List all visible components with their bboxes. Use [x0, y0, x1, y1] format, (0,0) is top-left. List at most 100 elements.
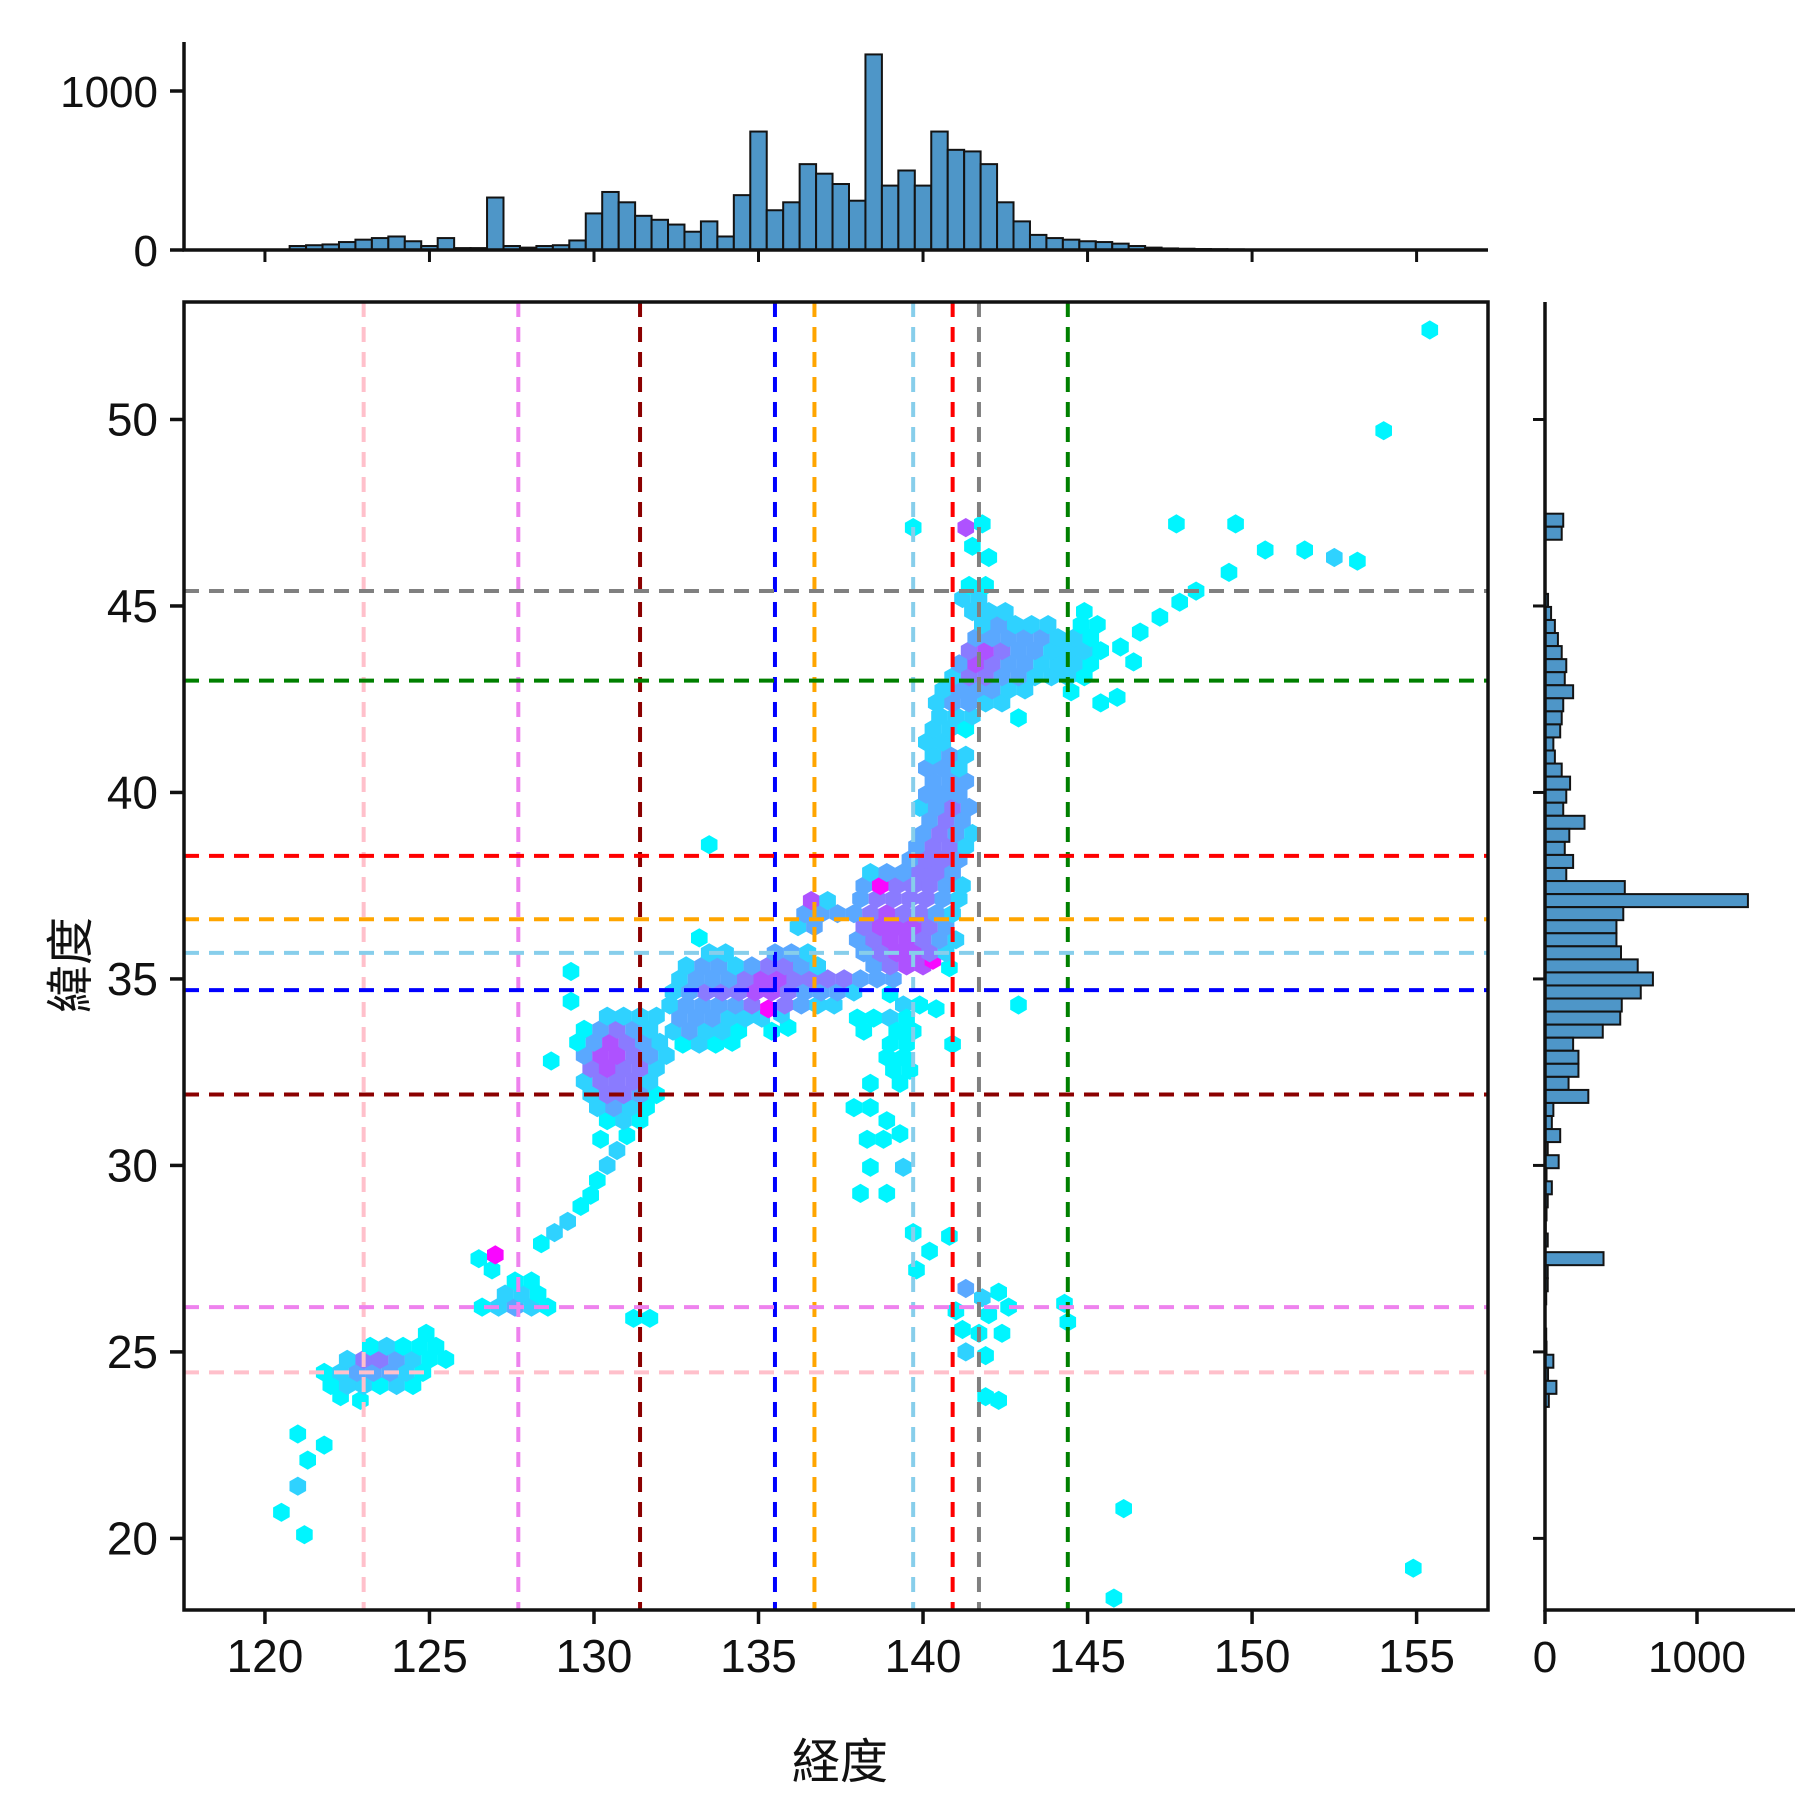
hex-cell — [559, 1211, 576, 1231]
right-hist-bar — [1544, 1088, 1590, 1104]
y-tick-label: 20 — [107, 1512, 158, 1564]
hex-cell — [1131, 622, 1149, 642]
hex-cell — [1056, 1293, 1073, 1313]
hex-cell — [1105, 1588, 1123, 1608]
hex-cell — [618, 1126, 636, 1146]
right-hist-bar — [1544, 1023, 1604, 1039]
hex-cell — [608, 1140, 626, 1161]
top-hist-bar — [634, 214, 653, 252]
hex-cell — [572, 1196, 590, 1216]
top-hist-bar — [699, 220, 719, 252]
y-tick-label: 40 — [107, 766, 158, 818]
hex-cell — [700, 835, 718, 855]
hex-cell — [895, 904, 912, 924]
right-hist-bar — [1544, 788, 1568, 804]
hex-cell — [895, 863, 912, 883]
hex-cell — [388, 1349, 405, 1369]
hex-cell — [964, 602, 981, 622]
hex-cell — [891, 1073, 909, 1093]
hex-cell — [918, 732, 935, 752]
right-hist-bar — [1544, 906, 1625, 922]
top-hist-bar — [716, 235, 735, 252]
top-hist-bar — [1028, 233, 1048, 252]
hex-cell — [921, 876, 938, 896]
top-hist-bar — [815, 172, 834, 251]
right-hist-bar — [1544, 945, 1622, 961]
right-hist-bar — [1544, 1036, 1575, 1052]
hex-cell — [361, 1336, 379, 1356]
hex-cell — [947, 1301, 965, 1321]
right-hist-bar — [1544, 762, 1563, 778]
hex-cell — [852, 1183, 869, 1203]
hex-cell — [648, 1058, 665, 1078]
hex-cell — [918, 758, 935, 778]
top-hist-bar — [765, 209, 785, 251]
hex-cell — [934, 732, 952, 752]
hex-cell — [1059, 1312, 1077, 1332]
hex-cell — [523, 1297, 540, 1317]
hex-cell — [691, 1034, 708, 1054]
right-hist-count-label: 1000 — [1648, 1633, 1746, 1682]
hex-cell — [641, 1045, 659, 1065]
hex-cell — [760, 956, 777, 976]
top-hist-bar — [486, 196, 505, 251]
hex-cell — [964, 823, 981, 844]
hex-cell — [878, 1047, 896, 1067]
hex-cell — [911, 995, 928, 1015]
x-axis-title: 経度 — [791, 1736, 888, 1789]
hex-cell — [592, 1129, 609, 1149]
hex-cell — [694, 956, 711, 976]
x-tick-label: 130 — [556, 1630, 633, 1682]
hex-cell — [964, 536, 981, 556]
hex-cell — [1256, 540, 1274, 560]
top-hist-bar — [683, 230, 702, 251]
top-hist-bar — [831, 183, 850, 251]
hex-cell — [957, 745, 975, 765]
hex-cell — [793, 956, 810, 976]
hex-cell — [641, 1308, 659, 1328]
hex-cell — [697, 982, 715, 1002]
right-hist-bar — [1544, 1251, 1605, 1267]
hex-cell — [970, 588, 988, 609]
hex-cell — [378, 1336, 395, 1356]
right-hist-bar — [1544, 1075, 1570, 1091]
hex-cell — [625, 1019, 642, 1039]
hex-cell — [1026, 641, 1044, 661]
right-hist-bar — [1544, 814, 1586, 830]
hex-cell — [625, 1071, 642, 1092]
hex-cell — [944, 1034, 961, 1054]
hex-cell — [585, 1032, 603, 1052]
hex-cell — [974, 514, 991, 534]
hex-cell — [845, 1098, 863, 1118]
hex-cell — [542, 1051, 560, 1071]
hex-cell — [937, 876, 955, 896]
right-hist-bar — [1544, 671, 1566, 687]
hex-cell — [875, 1129, 892, 1149]
hex-cell — [789, 917, 807, 937]
hex-cell — [848, 930, 866, 950]
hex-cell — [908, 1260, 925, 1280]
hex-cell — [941, 958, 958, 978]
hex-cell — [852, 969, 869, 989]
hexbin-plot-area — [184, 302, 1488, 1610]
hex-cell — [371, 1375, 389, 1396]
hex-cell — [641, 1019, 659, 1039]
hex-cell — [934, 784, 952, 804]
hex-cell — [394, 1336, 412, 1356]
hex-cell — [983, 654, 1001, 674]
hex-cell — [888, 917, 905, 937]
hex-cell — [911, 797, 928, 817]
hex-cell — [720, 969, 738, 989]
hex-cell — [931, 823, 948, 844]
hex-cell — [417, 1323, 435, 1343]
hex-cell — [322, 1375, 340, 1396]
hex-cell — [753, 969, 771, 989]
right-hist-bar — [1544, 1049, 1580, 1065]
hex-cell — [648, 1006, 665, 1026]
hex-cell — [631, 1058, 649, 1078]
hex-cell — [352, 1390, 369, 1410]
hex-cell — [960, 797, 978, 817]
main-plot-frame — [182, 300, 1490, 1612]
hex-cell — [977, 1346, 994, 1366]
y-tick-label: 50 — [107, 393, 158, 445]
